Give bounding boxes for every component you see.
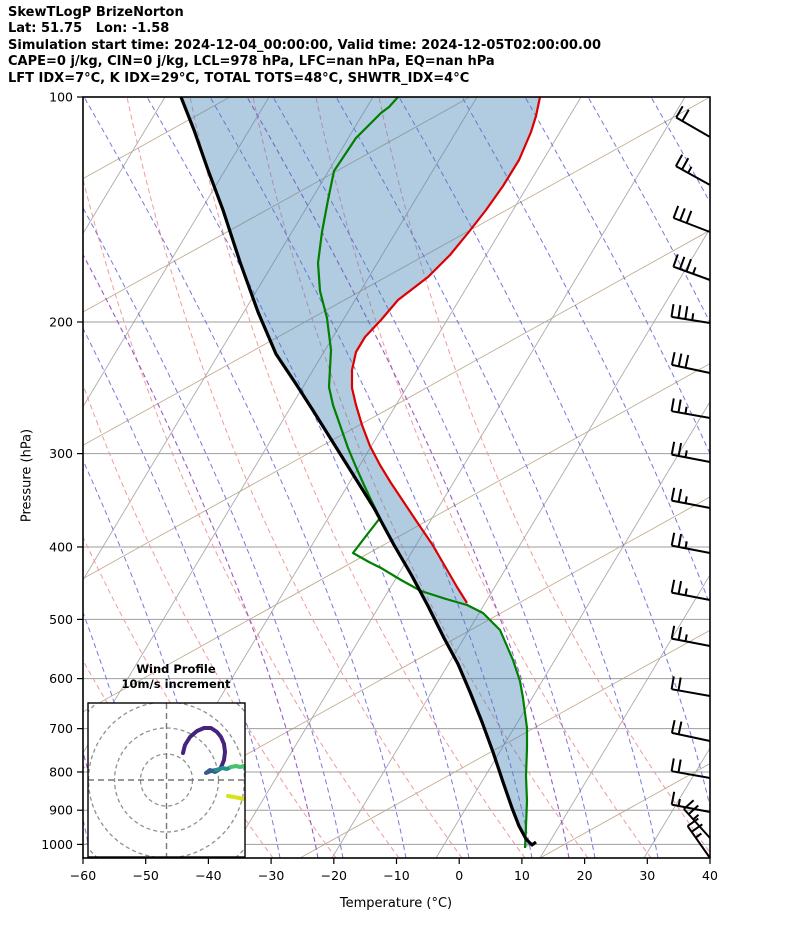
x-tick-label: 30 bbox=[639, 868, 655, 883]
wind-barb bbox=[670, 532, 711, 554]
wind-barb bbox=[675, 105, 711, 138]
wind-barb bbox=[670, 579, 711, 601]
wind-barb bbox=[670, 487, 711, 509]
x-tick-label: 40 bbox=[702, 868, 718, 883]
title-line-latlon: Lat: 51.75 Lon: -1.58 bbox=[8, 21, 170, 37]
title-line-times: Simulation start time: 2024-12-04_00:00:… bbox=[8, 37, 601, 53]
wind-barb bbox=[670, 398, 711, 419]
plot-area bbox=[83, 97, 710, 858]
wind-barb bbox=[686, 817, 711, 859]
hodograph-border bbox=[87, 702, 246, 858]
y-tick-label: 500 bbox=[49, 612, 73, 627]
y-tick-label: 700 bbox=[49, 721, 73, 736]
y-tick-label: 1000 bbox=[41, 837, 73, 852]
hodograph-trace bbox=[226, 794, 245, 801]
wind-barb bbox=[670, 441, 711, 463]
hodograph-title: Wind Profile 10m/s increment bbox=[96, 662, 256, 692]
x-axis-label: Temperature (°C) bbox=[339, 896, 453, 911]
y-axis-label: Pressure (hPa) bbox=[19, 428, 35, 523]
title-line-cape: CAPE=0 j/kg, CIN=0 j/kg, LCL=978 hPa, LF… bbox=[8, 54, 495, 70]
x-tick-label: 10 bbox=[514, 868, 530, 883]
hodograph-trace bbox=[181, 726, 227, 771]
parcel-curve bbox=[179, 97, 537, 847]
wind-barb bbox=[670, 791, 711, 813]
y-tick-label: 400 bbox=[49, 539, 73, 554]
y-tick-label: 900 bbox=[49, 803, 73, 818]
background-shallow-lines bbox=[83, 97, 710, 858]
x-tick-label: 20 bbox=[577, 868, 593, 883]
x-tick-label: −50 bbox=[133, 868, 159, 883]
title-line-indices: LFT IDX=7°C, K IDX=29°C, TOTAL TOTS=48°C… bbox=[8, 70, 470, 86]
x-tick-label: −10 bbox=[383, 868, 409, 883]
y-tick-label: 100 bbox=[49, 90, 73, 105]
temperature-curve bbox=[350, 97, 542, 604]
x-tick-label: −20 bbox=[321, 868, 347, 883]
hodograph-title-line1: Wind Profile bbox=[136, 662, 216, 676]
wind-barb bbox=[670, 625, 711, 647]
wind-barbs bbox=[670, 105, 711, 859]
wind-barb bbox=[670, 758, 711, 779]
wind-barb bbox=[670, 719, 711, 742]
y-tick-label: 300 bbox=[49, 446, 73, 461]
hodograph-inset bbox=[87, 702, 246, 858]
cape-shading bbox=[181, 97, 540, 848]
wind-barb bbox=[672, 205, 711, 233]
wind-barb bbox=[672, 254, 711, 281]
title-line-app: SkewTLogP BrizeNorton bbox=[8, 5, 184, 20]
x-tick-label: −30 bbox=[258, 868, 284, 883]
axis-ticks: −60 −50 −40 −30 −20 −10 0 10 20 30 40 100 200 300 400 5… bbox=[41, 90, 718, 884]
wind-barb bbox=[683, 799, 711, 839]
wind-barb bbox=[670, 303, 711, 324]
y-tick-label: 800 bbox=[49, 764, 73, 779]
wind-barb bbox=[675, 154, 711, 186]
y-tick-label: 200 bbox=[49, 314, 73, 329]
x-tick-label: −40 bbox=[195, 868, 221, 883]
mixing-ratio-lines bbox=[83, 97, 570, 858]
wind-barb bbox=[670, 351, 711, 374]
x-tick-label: 0 bbox=[455, 868, 463, 883]
title-block: SkewTLogP BrizeNorton Lat: 51.75 Lon: -1.… bbox=[8, 5, 788, 87]
moist-adiabats bbox=[83, 97, 710, 858]
hodograph-title-line2: 10m/s increment bbox=[121, 677, 231, 691]
hodograph-trace bbox=[214, 765, 233, 772]
wind-barb bbox=[670, 676, 711, 697]
x-tick-label: −60 bbox=[70, 868, 96, 883]
y-tick-label: 600 bbox=[49, 671, 73, 686]
hodograph-trace bbox=[229, 764, 245, 769]
